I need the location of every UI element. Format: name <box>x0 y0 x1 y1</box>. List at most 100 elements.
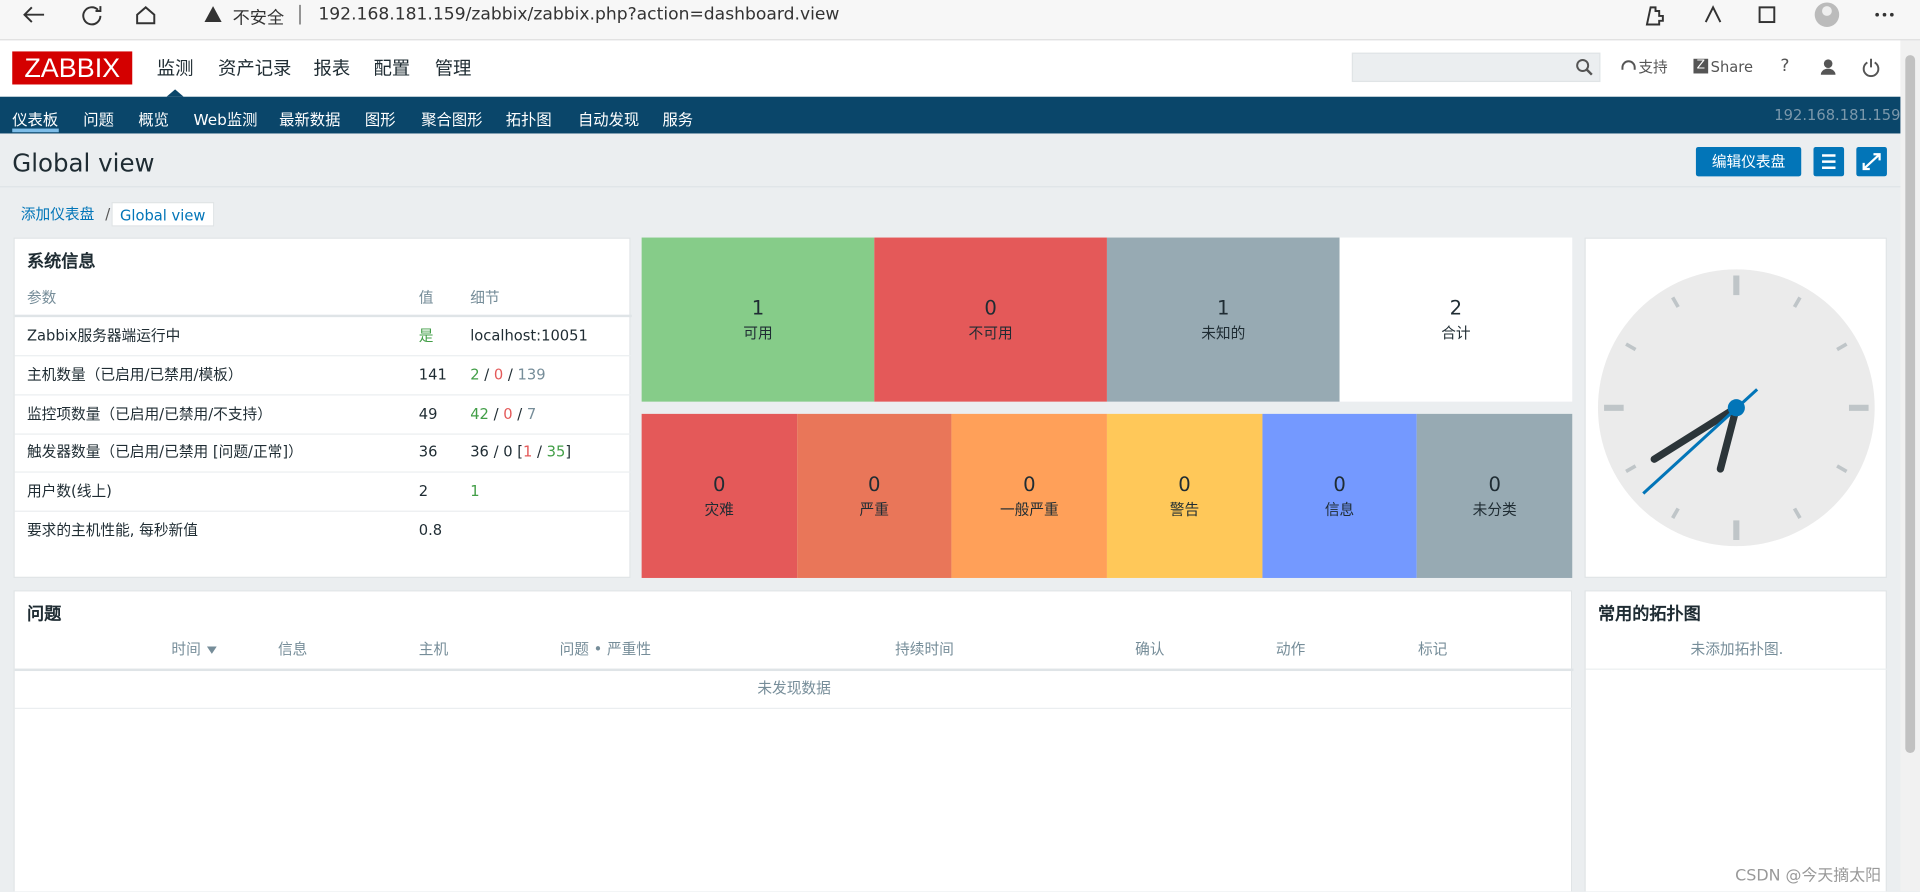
severity-cell[interactable]: 0 一般严重 <box>951 413 1107 578</box>
share-icon: Z <box>1693 58 1709 74</box>
widget-title: 常用的拓扑图 <box>1597 604 1701 625</box>
column-header[interactable]: 时间 <box>171 640 201 658</box>
sub-menu-item[interactable]: 拓扑图 <box>505 110 552 129</box>
clock <box>1597 269 1875 547</box>
clock-part <box>1716 404 1741 473</box>
sub-menu-item[interactable]: 概览 <box>138 110 169 129</box>
param: 用户数(线上) <box>26 482 112 500</box>
widget-title: 问题 <box>26 604 62 625</box>
sub-menu-item[interactable]: Web监测 <box>193 110 258 129</box>
hosts-cell[interactable]: 2 合计 <box>1339 237 1573 402</box>
menu-item[interactable]: 监测 <box>156 57 194 80</box>
breadcrumb[interactable]: 添加仪表盘 <box>20 205 95 223</box>
scrollbar[interactable] <box>1900 40 1920 892</box>
detail-part: 0 <box>503 404 513 422</box>
sub-menu-item[interactable]: 仪表板 <box>12 110 59 129</box>
detail-part: 139 <box>517 365 546 384</box>
search-icon[interactable] <box>1575 58 1595 78</box>
address-bar[interactable]: 192.168.181.159/zabbix/zabbix.php?action… <box>318 4 840 25</box>
column-header: 标记 <box>1417 640 1448 658</box>
breadcrumb-current[interactable]: Global view <box>111 202 214 227</box>
menu-item[interactable]: 配置 <box>373 57 411 80</box>
clock-part <box>1792 296 1802 308</box>
severity-cell[interactable]: 0 灾难 <box>641 413 797 578</box>
empty-message: 未发现数据 <box>757 679 831 697</box>
param: 要求的主机性能, 每秒新值 <box>26 521 198 539</box>
value: 2 <box>418 482 429 500</box>
system-info-widget: 系统信息 参数 值 细节 Zabbix服务器端运行中 是 localhost:10051 主… <box>13 237 632 578</box>
detail: localhost:10051 <box>470 327 588 344</box>
logo[interactable]: ZABBIX <box>12 51 133 85</box>
severity-cell[interactable]: 0 未分类 <box>1417 413 1573 578</box>
clock-part <box>1792 507 1802 519</box>
clock-part <box>1727 399 1745 417</box>
param: 主机数量（已启用/已禁用/模板） <box>26 365 243 384</box>
count: 2 <box>1449 296 1463 320</box>
count: 1 <box>751 296 765 320</box>
watermark: CSDN @今天摘太阳 <box>1735 866 1882 886</box>
menu-item[interactable]: 报表 <box>313 57 351 80</box>
column-header: 问题 • 严重性 <box>559 640 652 658</box>
support-link[interactable]: 支持 <box>1638 58 1668 76</box>
detail: 1 <box>470 483 479 500</box>
label: 未分类 <box>1472 500 1517 518</box>
hosts-cell[interactable]: 0 不可用 <box>874 237 1107 402</box>
edit-dashboard-button[interactable]: 编辑仪表盘 <box>1695 146 1802 177</box>
menu-item[interactable]: 资产记录 <box>217 57 292 80</box>
sub-menu-item[interactable]: 图形 <box>364 110 396 129</box>
detail: 2 / 0 / 139 <box>470 366 545 383</box>
detail-part: / <box>532 443 547 461</box>
severity-cell[interactable]: 0 严重 <box>796 413 952 578</box>
detail-part: ] <box>565 443 572 461</box>
row-line <box>14 471 632 474</box>
sub-menu-item[interactable]: 服务 <box>662 110 694 129</box>
column-header: 细节 <box>470 288 500 307</box>
label: 严重 <box>859 500 889 518</box>
row-line <box>14 394 632 396</box>
label: 警告 <box>1169 500 1200 518</box>
count: 0 <box>1178 472 1191 496</box>
label: 灾难 <box>704 500 734 518</box>
scroll-thumb[interactable] <box>1905 55 1916 754</box>
user-icons[interactable] <box>1820 58 1893 78</box>
param: 监控项数量（已启用/已禁用/不支持） <box>26 404 272 422</box>
server-host: 192.168.181.159 <box>1774 106 1901 124</box>
menu-indicator <box>166 89 184 97</box>
view-buttons[interactable] <box>1813 146 1889 177</box>
severity-cell[interactable]: 0 警告 <box>1106 413 1263 578</box>
label: 信息 <box>1324 500 1355 518</box>
hosts-cell[interactable]: 1 可用 <box>641 237 875 402</box>
param: 触发器数量（已启用/已禁用 [问题/正常]） <box>26 443 303 461</box>
value: 0.8 <box>418 521 443 539</box>
row-line <box>14 432 632 435</box>
sort-arrow[interactable] <box>206 646 217 654</box>
detail-part: / <box>503 365 518 384</box>
column-header: 信息 <box>277 640 308 658</box>
share-link[interactable]: Share <box>1710 58 1754 76</box>
help-link[interactable]: ? <box>1780 56 1790 76</box>
menu-item[interactable]: 管理 <box>434 57 472 80</box>
value: 49 <box>418 404 438 422</box>
search-input[interactable] <box>1351 52 1601 83</box>
count: 0 <box>1488 472 1501 496</box>
sub-menu-item[interactable]: 最新数据 <box>279 110 341 129</box>
param: Zabbix服务器端运行中 <box>26 326 181 345</box>
empty-message: 未添加拓扑图. <box>1690 640 1784 658</box>
hosts-cell[interactable]: 1 未知的 <box>1106 237 1340 402</box>
detail-part: 0 <box>493 365 504 384</box>
column-header: 动作 <box>1275 640 1306 658</box>
sub-menu-item[interactable]: 聚合图形 <box>421 110 483 129</box>
detail-part: 35 <box>546 443 566 461</box>
active-underline <box>12 128 59 133</box>
sub-menu-item[interactable]: 自动发现 <box>577 110 640 129</box>
sub-menu-item[interactable]: 问题 <box>83 110 114 129</box>
value: 36 <box>418 443 438 461</box>
table-header-line <box>14 314 632 318</box>
column-header: 值 <box>418 288 434 307</box>
clock-part <box>1671 507 1680 519</box>
severity-cell[interactable]: 0 信息 <box>1262 413 1418 578</box>
clock-part <box>1650 404 1741 463</box>
clock-widget <box>1584 237 1887 578</box>
detail-part: / <box>488 404 504 422</box>
